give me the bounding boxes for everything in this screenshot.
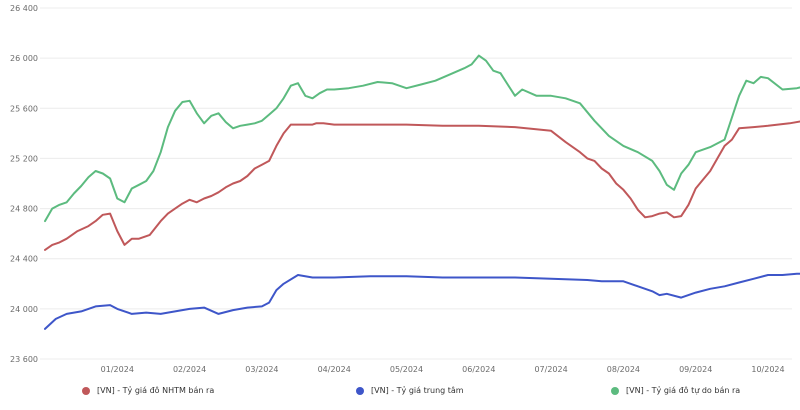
grid-layer bbox=[40, 7, 792, 360]
x-tick-label: 10/2024 bbox=[751, 365, 784, 374]
legend-label-nhtm: [VN] - Tỷ giá đô NHTM bán ra bbox=[97, 386, 215, 395]
legend-dot-central bbox=[356, 386, 364, 395]
legend-item-central[interactable]: [VN] - Tỷ giá trung tâm bbox=[356, 386, 464, 395]
x-tick-label: 01/2024 bbox=[101, 365, 134, 374]
series-line-1[interactable] bbox=[44, 269, 800, 330]
y-tick-label: 23 600 bbox=[10, 355, 38, 364]
x-tick-label: 06/2024 bbox=[462, 365, 495, 374]
legend-item-free-market[interactable]: [VN] - Tỷ giá đô tự do bán ra bbox=[611, 386, 740, 395]
y-tick-label: 25 600 bbox=[10, 104, 38, 113]
legend: [VN] - Tỷ giá đô NHTM bán ra [VN] - Tỷ g… bbox=[0, 386, 800, 404]
y-tick-label: 24 400 bbox=[10, 255, 38, 264]
y-tick-label: 26 000 bbox=[10, 54, 38, 63]
y-tick-label: 24 800 bbox=[10, 205, 38, 214]
series-line-0[interactable] bbox=[44, 118, 800, 251]
x-axis-ticks: 01/2024 02/2024 03/2024 04/2024 05/2024 06/20… bbox=[101, 365, 785, 374]
x-tick-label: 02/2024 bbox=[173, 365, 206, 374]
x-tick-label: 03/2024 bbox=[245, 365, 278, 374]
series-layer bbox=[44, 54, 800, 330]
y-tick-label: 25 200 bbox=[10, 154, 38, 163]
y-tick-label: 26 400 bbox=[10, 4, 38, 13]
legend-dot-nhtm bbox=[82, 386, 90, 395]
series-line-2[interactable] bbox=[44, 54, 800, 223]
legend-dot-free-market bbox=[611, 386, 619, 395]
legend-label-central: [VN] - Tỷ giá trung tâm bbox=[371, 386, 464, 395]
y-tick-label: 24 000 bbox=[10, 305, 38, 314]
y-axis-ticks: 23 600 24 000 24 400 24 800 25 200 25 600 26 0… bbox=[10, 4, 38, 364]
x-tick-label: 09/2024 bbox=[679, 365, 712, 374]
x-tick-label: 08/2024 bbox=[607, 365, 640, 374]
x-tick-label: 05/2024 bbox=[390, 365, 423, 374]
legend-label-free-market: [VN] - Tỷ giá đô tự do bán ra bbox=[626, 386, 741, 395]
legend-item-nhtm[interactable]: [VN] - Tỷ giá đô NHTM bán ra bbox=[82, 386, 214, 395]
x-tick-label: 07/2024 bbox=[534, 365, 567, 374]
x-tick-label: 04/2024 bbox=[318, 365, 351, 374]
line-chart: 23 600 24 000 24 400 24 800 25 200 25 600 26 0… bbox=[10, 4, 800, 374]
